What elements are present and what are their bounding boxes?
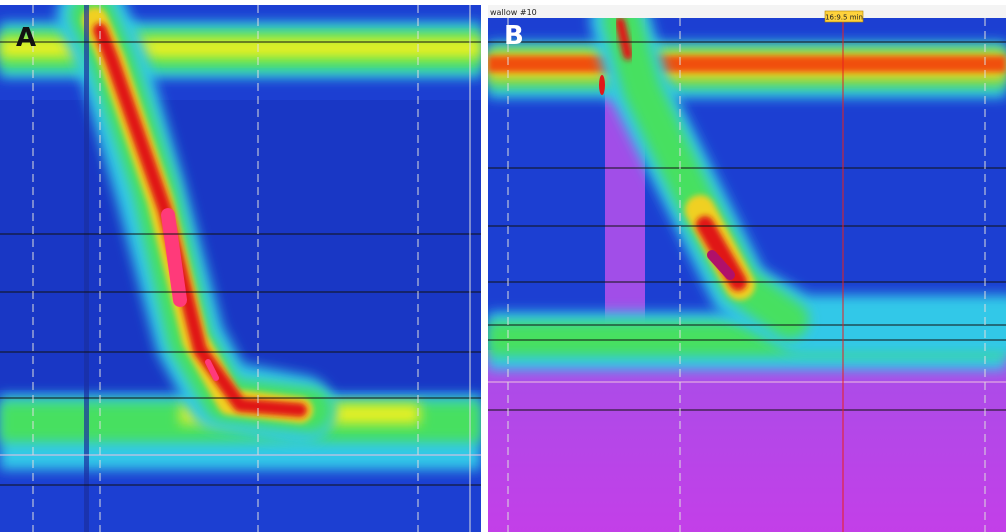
panel-label: A	[16, 23, 36, 53]
header-title: wallow #10	[490, 8, 537, 17]
panel-b: B	[488, 18, 1006, 532]
panel-a: A	[0, 5, 481, 532]
time-marker-box	[824, 10, 864, 23]
time-marker: 16:9.5 min	[825, 14, 863, 22]
panel-label: B	[504, 21, 524, 51]
panel-header	[488, 5, 1006, 18]
